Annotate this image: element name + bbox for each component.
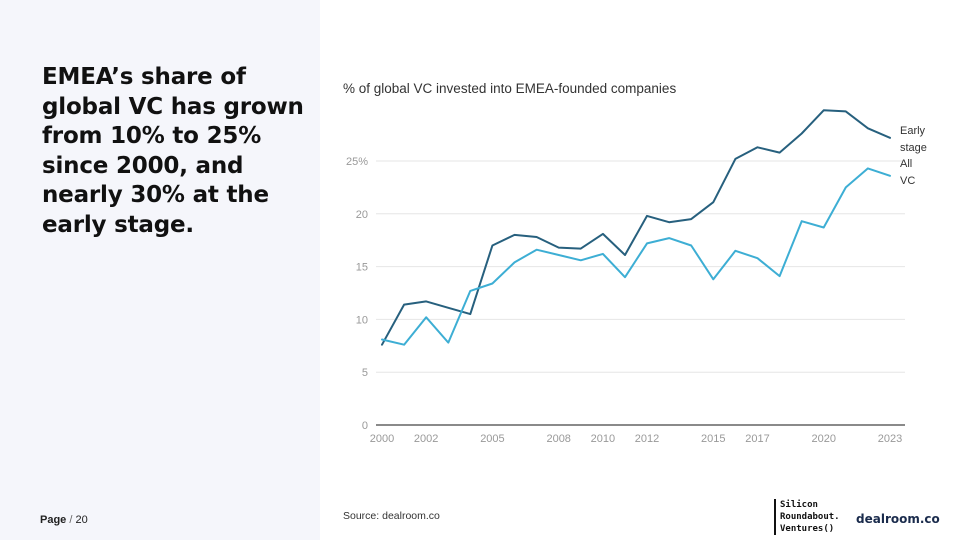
logo-line: Silicon (780, 500, 818, 510)
series-line-all-vc (381, 167, 891, 346)
x-tick-label: 2008 (546, 433, 570, 445)
source-note: Source: dealroom.co (343, 510, 440, 522)
chart-grid (376, 160, 905, 426)
chart-title: % of global VC invested into EMEA-founde… (343, 81, 677, 96)
x-tick-label: 2017 (745, 433, 769, 445)
dealroom-logo: dealroom.co (856, 512, 940, 526)
page-number-value: 20 (75, 514, 88, 526)
x-tick-label: 2020 (811, 433, 835, 445)
x-tick-label: 2000 (370, 433, 394, 445)
x-tick-label: 2005 (480, 433, 504, 445)
x-tick-label: 2012 (635, 433, 659, 445)
series-label: Early (900, 125, 926, 137)
page-number: Page / 20 (40, 514, 88, 526)
y-tick-label: 25% (346, 156, 368, 168)
silicon-roundabout-logo: Silicon Roundabout. Ventures() (774, 499, 840, 535)
left-panel (0, 0, 320, 540)
series-label: All (900, 158, 912, 170)
x-axis-ticks: 2000 2002 2005 2008 2010 2012 2015 2017 2020 2023 (370, 433, 902, 445)
y-tick-label: 5 (362, 367, 368, 379)
chart-series (381, 109, 891, 346)
y-axis-ticks: 0 5 10 15 20 25% (346, 156, 368, 432)
series-label: stage (900, 142, 927, 154)
page-separator: / (69, 514, 73, 526)
logo-line: Ventures() (780, 524, 835, 534)
y-tick-label: 15 (356, 262, 368, 274)
series-label: VC (900, 175, 915, 187)
series-labels: Early stage All VC (900, 125, 927, 187)
series-line-early-stage (381, 109, 891, 346)
x-tick-label: 2015 (701, 433, 725, 445)
x-tick-label: 2002 (414, 433, 438, 445)
x-tick-label: 2010 (591, 433, 615, 445)
y-tick-label: 20 (356, 209, 368, 221)
x-tick-label: 2023 (878, 433, 902, 445)
y-tick-label: 0 (362, 420, 368, 432)
headline: EMEA’s share of global VC has grown from… (42, 64, 304, 238)
logo-line: Roundabout. (780, 512, 840, 522)
y-tick-label: 10 (356, 314, 368, 326)
page-word: Page (40, 514, 67, 526)
